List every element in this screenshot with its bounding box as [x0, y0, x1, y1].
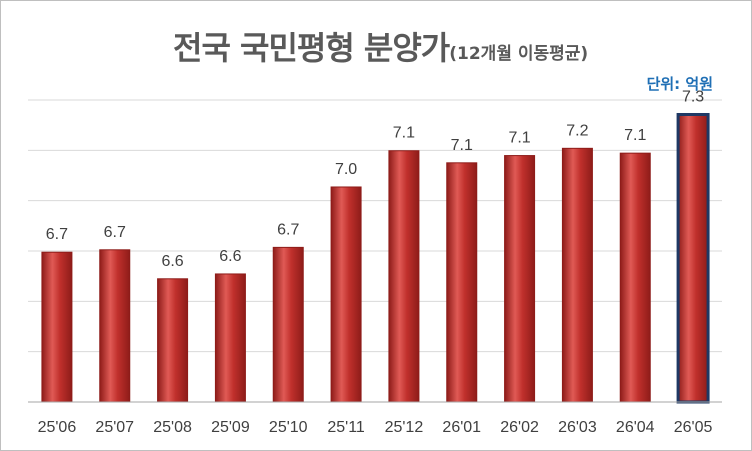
data-label-1: 6.7 [104, 224, 126, 241]
data-label-6: 7.1 [393, 125, 415, 142]
bar-11 [676, 112, 710, 404]
x-axis-ticks: 25'06 25'07 25'08 25'09 25'10 25'11 25'12 26'01… [38, 419, 713, 436]
chart-title-block: 전국 국민평형 분양가(12개월 이동평균) [173, 23, 588, 69]
x-tick-label-3: 25'09 [211, 419, 250, 436]
data-label-10: 7.1 [624, 127, 646, 144]
chart-title: 전국 국민평형 분양가 [173, 29, 450, 67]
x-tick-label-10: 26'04 [616, 419, 655, 436]
data-label-3: 6.6 [219, 248, 241, 265]
data-label-9: 7.2 [566, 122, 588, 139]
x-tick-label-0: 25'06 [38, 419, 77, 436]
x-tick-label-9: 26'03 [558, 419, 597, 436]
data-label-4: 6.7 [277, 221, 299, 238]
bar-8 [504, 155, 536, 403]
bar-5 [330, 186, 362, 403]
data-label-2: 6.6 [161, 253, 183, 270]
data-label-5: 7.0 [335, 161, 357, 178]
chart-subtitle: (12개월 이동평균) [449, 44, 589, 64]
bars [41, 112, 710, 404]
x-tick-label-6: 25'12 [385, 419, 424, 436]
x-tick-label-2: 25'08 [153, 419, 192, 436]
bar-10 [619, 152, 651, 403]
x-tick-label-4: 25'10 [269, 419, 308, 436]
data-label-8: 7.1 [508, 130, 530, 147]
data-label-11: 7.3 [682, 88, 704, 105]
x-tick-label-1: 25'07 [95, 419, 134, 436]
bar-7 [446, 162, 478, 403]
bar-9 [561, 147, 593, 403]
data-label-0: 6.7 [46, 226, 68, 243]
bar-1 [99, 249, 131, 403]
x-tick-label-5: 25'11 [327, 419, 365, 436]
data-labels: 6.7 6.7 6.6 6.6 6.7 7.0 7.1 7.1 7.1 7.2 7.1 7.3 [46, 88, 705, 269]
data-label-7: 7.1 [451, 137, 473, 154]
gridlines [28, 99, 722, 353]
x-tick-label-8: 26'02 [500, 419, 539, 436]
bar-0 [41, 251, 73, 403]
bar-4 [272, 246, 304, 403]
x-tick-label-7: 26'01 [442, 419, 481, 436]
bar-2 [157, 278, 189, 403]
bar-6 [388, 150, 420, 403]
bar-3 [214, 273, 246, 403]
unit-label: 단위: 억원 [646, 75, 713, 93]
x-tick-label-11: 26'05 [674, 419, 713, 436]
